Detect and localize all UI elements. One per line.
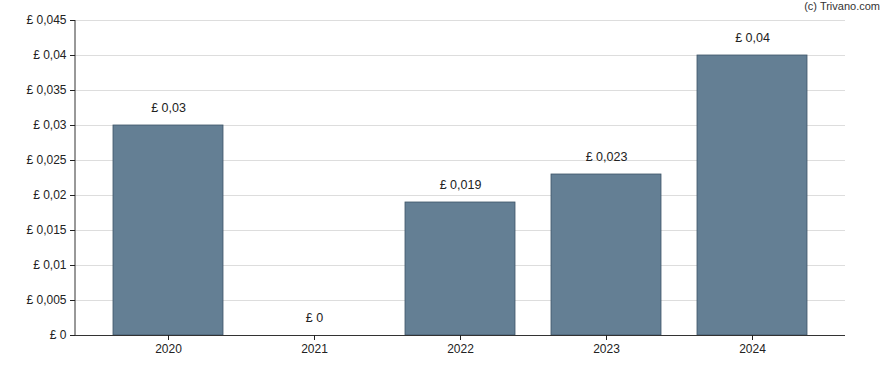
svg-text:£ 0,04: £ 0,04 [735, 31, 770, 45]
svg-text:£ 0,045: £ 0,045 [26, 13, 66, 27]
svg-text:£ 0,01: £ 0,01 [33, 258, 67, 272]
svg-text:£ 0,035: £ 0,035 [26, 83, 66, 97]
svg-text:£ 0,023: £ 0,023 [586, 150, 628, 164]
svg-text:£ 0: £ 0 [306, 311, 323, 325]
svg-text:2021: 2021 [301, 342, 328, 356]
svg-text:£ 0,03: £ 0,03 [151, 101, 186, 115]
svg-text:£ 0,005: £ 0,005 [26, 293, 66, 307]
html-text:(c) Trivano.com: (c) Trivano.com [804, 0, 880, 12]
svg-text:£ 0,02: £ 0,02 [33, 188, 67, 202]
svg-text:£ 0,015: £ 0,015 [26, 223, 66, 237]
svg-text:2023: 2023 [593, 342, 620, 356]
svg-text:2024: 2024 [739, 342, 766, 356]
svg-text:£ 0,04: £ 0,04 [33, 48, 67, 62]
svg-text:2020: 2020 [155, 342, 182, 356]
svg-text:£ 0,025: £ 0,025 [26, 153, 66, 167]
svg-text:2022: 2022 [447, 342, 474, 356]
svg-text:£ 0,019: £ 0,019 [440, 178, 482, 192]
svg-text:£ 0,03: £ 0,03 [33, 118, 67, 132]
svg-text:£ 0: £ 0 [50, 328, 67, 342]
